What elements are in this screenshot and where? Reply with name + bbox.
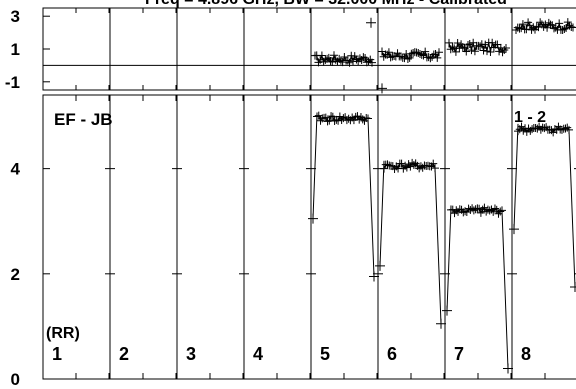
baseline-label: EF - JB	[54, 110, 113, 129]
amplitude-panel: 1 2 3 4 5 6 7 8 4 2 0 1 - 2	[11, 94, 576, 389]
amplitude-data-trace	[312, 113, 375, 277]
phase-data-point	[368, 58, 376, 67]
amplitude-data-trace	[513, 123, 576, 287]
chart-title: Freq = 4.896 GHz, BW = 32.000 MHz - Cali…	[145, 0, 507, 8]
panel-number-label: 5	[320, 344, 330, 364]
phase-segment-8	[512, 18, 576, 35]
phase-data-trace	[448, 40, 507, 54]
amplitude-segment-5	[308, 111, 379, 282]
amplitude-plot-frame	[42, 94, 576, 380]
amplitude-data-trace	[446, 205, 509, 369]
panel-annotation: 1 - 2	[514, 109, 546, 126]
phase-plot-frame	[42, 7, 576, 91]
phase-data-point	[445, 38, 453, 47]
amplitude-segment-7	[442, 203, 513, 374]
amplitude-y-tick-label: 4	[11, 160, 21, 179]
amplitude-y-tick-label: 0	[11, 370, 20, 389]
panel-number-label: 1	[52, 344, 62, 364]
panel-number-label: 6	[387, 344, 397, 364]
amplitude-segment-8	[509, 122, 576, 292]
phase-y-tick-label: 1	[11, 40, 20, 59]
phase-segment-7	[445, 38, 510, 57]
phase-segment-5	[311, 51, 376, 67]
phase-y-tick-label: 3	[11, 7, 20, 26]
amplitude-y-tick-label: 2	[11, 265, 20, 284]
panel-number-label: 8	[521, 344, 531, 364]
phase-data-trace	[515, 20, 574, 32]
phase-data-trace	[314, 53, 373, 64]
panel-number-label: 7	[454, 344, 464, 364]
amplitude-data-trace	[379, 160, 442, 324]
panel-number-label: 2	[119, 344, 129, 364]
phase-panel: 3 1 -1	[5, 7, 576, 94]
phase-data-point	[502, 43, 510, 52]
amplitude-segment-6	[375, 158, 446, 329]
polarization-label: (RR)	[46, 325, 80, 342]
phase-outlier-point	[366, 17, 376, 28]
phase-outlier-point	[377, 83, 387, 94]
phase-y-tick-label: -1	[5, 73, 20, 92]
phase-segment-6	[378, 47, 443, 63]
phase-data-trace	[381, 50, 440, 60]
panel-number-label: 3	[186, 344, 196, 364]
panel-number-label: 4	[253, 344, 263, 364]
